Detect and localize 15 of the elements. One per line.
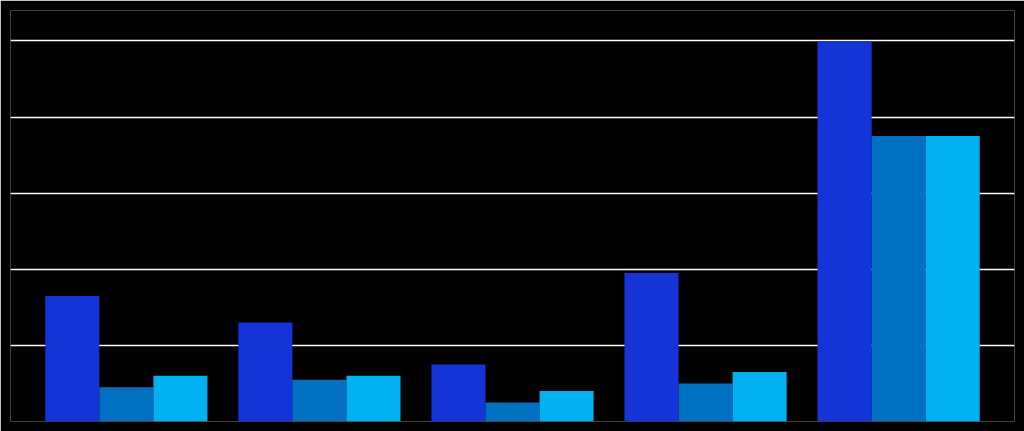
bar bbox=[153, 375, 208, 422]
bar bbox=[431, 364, 486, 422]
bar bbox=[925, 136, 980, 422]
bar bbox=[485, 402, 540, 422]
bar bbox=[45, 295, 100, 422]
bar bbox=[539, 391, 594, 422]
bar bbox=[99, 387, 154, 422]
bar bbox=[871, 136, 926, 422]
bar bbox=[624, 273, 679, 422]
bar bbox=[732, 372, 787, 422]
bar bbox=[238, 322, 293, 422]
bar bbox=[817, 40, 872, 422]
bar bbox=[346, 375, 401, 422]
bar bbox=[678, 383, 733, 422]
bar bbox=[292, 379, 347, 422]
